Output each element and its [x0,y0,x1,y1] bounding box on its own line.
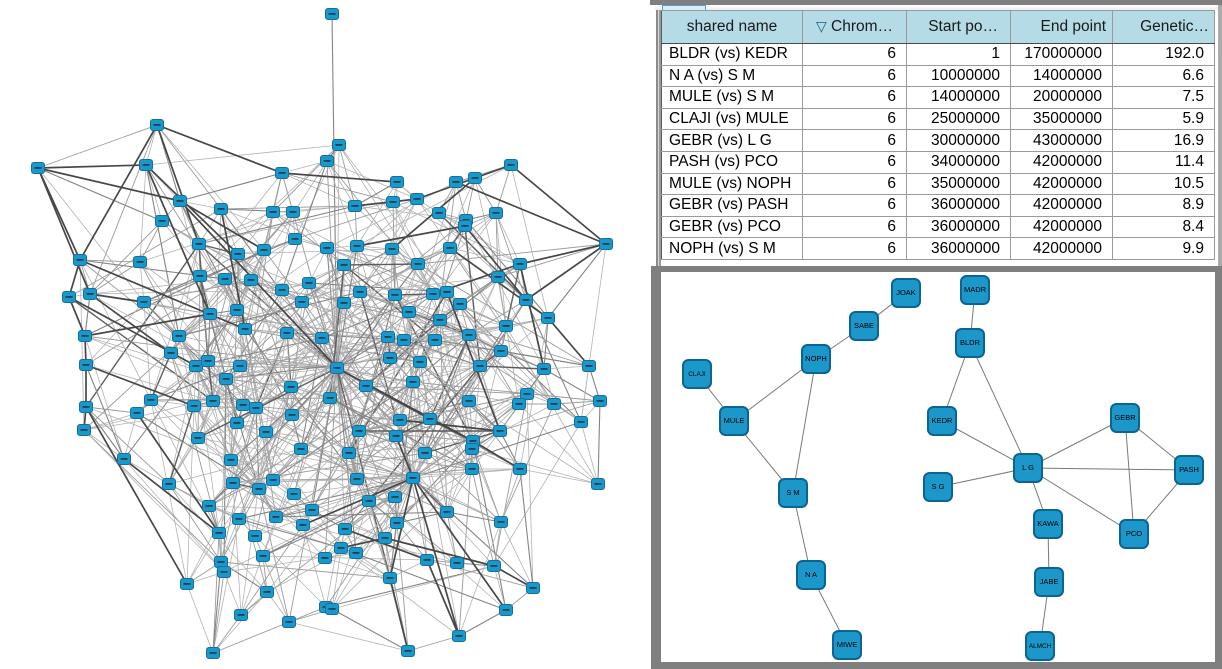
svg-text:ALMCH: ALMCH [1029,643,1052,650]
svg-text:L G: L G [1022,463,1034,472]
svg-text:GEBR: GEBR [1114,413,1136,422]
svg-text:N A: N A [805,570,817,579]
svg-text:NOPH: NOPH [805,354,827,363]
svg-text:JOAK: JOAK [896,288,916,297]
svg-text:SABE: SABE [854,321,874,330]
svg-text:CLAJI: CLAJI [688,371,706,378]
svg-text:BLDR: BLDR [960,338,981,347]
svg-text:MIWE: MIWE [837,640,857,649]
svg-text:KAWA: KAWA [1037,519,1059,528]
svg-text:S G: S G [932,482,945,491]
svg-text:PASH: PASH [1179,465,1199,474]
svg-text:S M: S M [786,488,799,497]
svg-text:MADR: MADR [964,285,987,294]
svg-text:JABE: JABE [1040,577,1059,586]
svg-text:MULE: MULE [724,416,745,425]
svg-text:KEDR: KEDR [932,416,953,425]
svg-text:PCO: PCO [1126,529,1142,538]
